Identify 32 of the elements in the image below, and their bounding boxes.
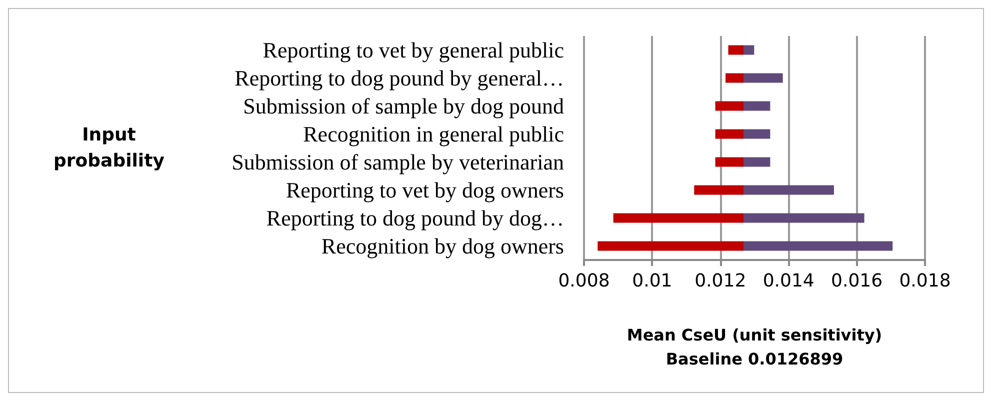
bar (715, 129, 744, 139)
bar (598, 241, 744, 251)
x-axis-title: Mean CseU (unit sensitivity) Baseline 0.0126899 (626, 325, 882, 368)
y-tick-label: Recognition in general public (303, 122, 564, 146)
y-tick-label: Recognition by dog owners (321, 234, 564, 258)
y-tick-label: Reporting to dog pound by general… (234, 66, 564, 90)
bar (728, 45, 744, 55)
bar (694, 185, 744, 195)
y-tick-label: Submission of sample by dog pound (243, 94, 564, 118)
y-axis-title: Input probability (54, 124, 165, 172)
y-tick-label: Reporting to vet by dog owners (286, 178, 564, 202)
bar (726, 73, 744, 83)
bar (744, 185, 834, 195)
bar (715, 101, 744, 111)
x-tick-label: 0.01 (632, 270, 672, 292)
bar (744, 73, 783, 83)
bar (744, 157, 770, 167)
bar (613, 213, 744, 223)
x-tick-label: 0.018 (899, 270, 951, 292)
bar (744, 101, 770, 111)
y-tick-label: Reporting to vet by general public (262, 38, 564, 62)
x-tick-label: 0.012 (694, 270, 746, 292)
x-tick-label: 0.016 (831, 270, 883, 292)
bar (744, 45, 754, 55)
y-tick-label: Submission of sample by veterinarian (232, 150, 564, 174)
x-tick-label: 0.008 (558, 270, 610, 292)
y-tick-label: Reporting to dog pound by dog… (266, 206, 564, 230)
bar (744, 213, 864, 223)
bar (744, 241, 893, 251)
bar (744, 129, 770, 139)
x-tick-label: 0.014 (762, 270, 814, 292)
bar (715, 157, 744, 167)
